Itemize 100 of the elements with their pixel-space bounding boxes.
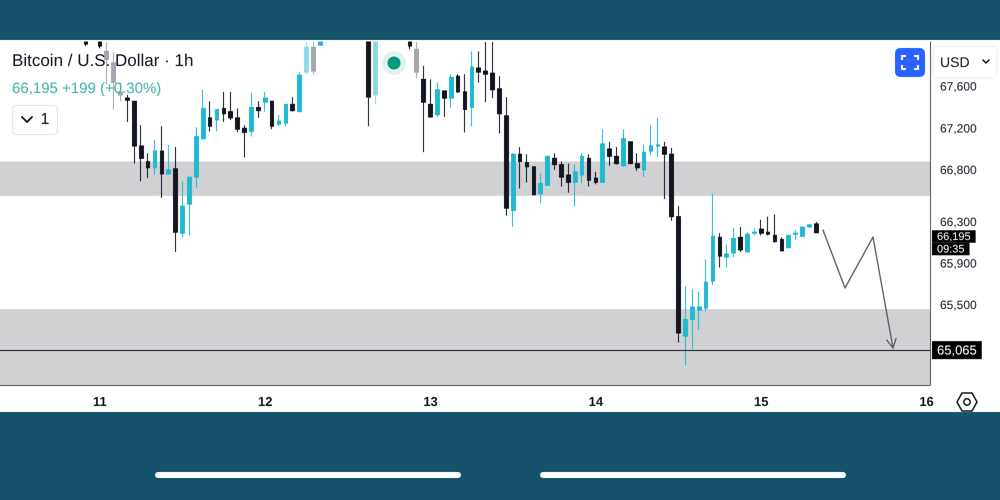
candlestick: [98, 42, 102, 49]
candlestick: [414, 42, 419, 79]
candlestick: [263, 91, 268, 112]
candlestick: [256, 100, 261, 118]
y-tick-label: 65,500: [940, 298, 978, 312]
candlestick: [235, 108, 240, 133]
candlestick: [649, 124, 653, 156]
candlestick: [683, 286, 688, 366]
candlestick: [490, 42, 495, 99]
candlestick: [270, 100, 274, 130]
candlestick: [621, 128, 626, 168]
currency-button: USD: [934, 47, 996, 77]
candlestick: [463, 74, 467, 133]
candlestick: [132, 100, 137, 164]
candlestick: [373, 42, 378, 105]
candlestick: [201, 89, 206, 140]
candlestick: [242, 124, 247, 158]
x-tick-label: 14: [588, 394, 604, 409]
candlestick: [249, 92, 254, 138]
candlestick: [587, 154, 591, 187]
candlestick: [773, 214, 777, 244]
x-tick-label: 12: [258, 394, 272, 409]
candlestick: [180, 180, 185, 238]
candlestick: [738, 226, 743, 252]
candlestick: [277, 114, 281, 127]
candlestick: [511, 152, 516, 228]
candlestick: [538, 172, 543, 204]
candlestick: [428, 78, 433, 118]
candlestick: [566, 163, 571, 194]
candlestick: [731, 228, 736, 258]
candlestick: [690, 288, 695, 350]
candlestick: [160, 126, 164, 198]
candlestick: [470, 50, 474, 127]
candlestick: [194, 126, 199, 188]
candlestick: [297, 72, 302, 112]
candlestick: [483, 42, 488, 103]
candlestick: [745, 232, 750, 252]
candlestick: [766, 216, 770, 236]
candlestick: [125, 94, 130, 123]
text: 66,195: [937, 230, 971, 243]
candlestick: [504, 96, 509, 216]
ref-line-label: 65,065: [937, 342, 977, 358]
candlestick: [166, 144, 171, 176]
candlestick: [780, 236, 784, 252]
candlestick: [656, 117, 660, 158]
text: Bitcoin / U.S. Dollar · 1h: [12, 50, 194, 72]
candlestick: [304, 42, 309, 75]
candlestick: [614, 146, 619, 166]
candlestick: [752, 228, 757, 236]
x-tick-label: 15: [754, 394, 768, 409]
candlestick: [669, 148, 674, 222]
candlestick: [318, 42, 323, 47]
candlestick: [476, 50, 481, 84]
candlestick: [580, 152, 584, 184]
x-tick-label: 11: [93, 394, 107, 409]
candlestick: [573, 164, 578, 207]
candlestick: [676, 206, 681, 343]
y-tick-label: 65,900: [940, 256, 978, 270]
candlestick: [552, 152, 557, 170]
candlestick: [786, 234, 791, 248]
candlestick: [497, 76, 502, 134]
candlestick: [173, 146, 178, 252]
candlestick: [800, 226, 805, 237]
candlestick: [559, 161, 564, 187]
candlestick: [532, 166, 536, 196]
candlestick: [311, 42, 316, 75]
candlestick: [187, 176, 192, 236]
candlestick: [662, 141, 667, 200]
candlestick: [84, 42, 88, 47]
candlestick: [408, 42, 412, 50]
annotation: 1: [40, 111, 50, 129]
y-tick-label: 67,600: [940, 80, 978, 94]
candlestick: [525, 154, 529, 183]
candlestick: [793, 230, 798, 240]
candlestick: [814, 221, 819, 234]
candlestick: [153, 139, 157, 176]
candlestick: [642, 144, 646, 178]
candlestick: [290, 96, 295, 112]
candlestick: [704, 258, 708, 312]
text: 09:35: [937, 243, 965, 256]
candlestick: [545, 156, 550, 186]
candlestick: [435, 82, 440, 118]
candlestick: [594, 171, 598, 185]
candlestick: [421, 65, 426, 153]
candlestick: [628, 141, 633, 164]
candlestick: [711, 193, 715, 286]
candlestick: [208, 100, 212, 132]
y-tick-label: 67,200: [940, 121, 978, 136]
candlestick: [366, 42, 371, 127]
candlestick: [518, 146, 522, 190]
candlestick: [228, 91, 233, 120]
candlestick: [724, 244, 729, 268]
candlestick: [718, 232, 722, 268]
y-tick-label: 66,300: [940, 214, 978, 229]
candlestick: [807, 223, 812, 229]
candlestick: [222, 91, 226, 123]
candlestick: [146, 152, 150, 179]
candlestick: [215, 109, 219, 132]
candlestick: [449, 74, 454, 108]
candlestick: [697, 290, 702, 330]
